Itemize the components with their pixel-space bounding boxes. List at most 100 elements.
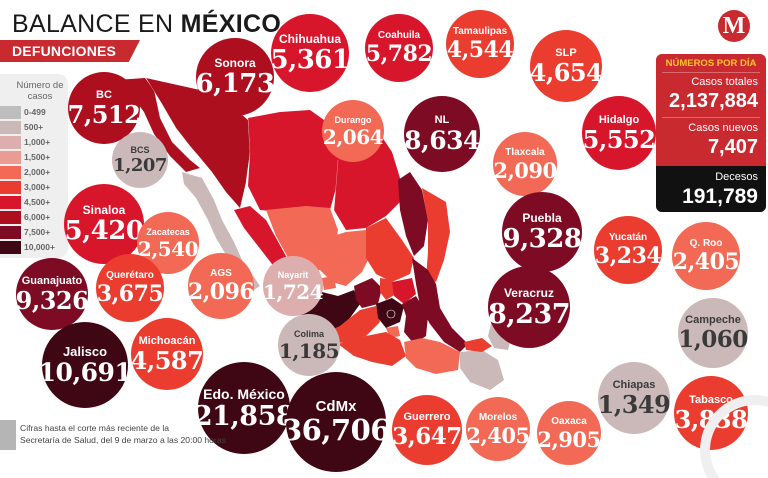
state-bubble: Tlaxcala 2,090 — [493, 132, 557, 196]
state-value: 5,552 — [582, 124, 656, 154]
legend-label: 10,000+ — [24, 242, 55, 252]
legend-label: 1,000+ — [24, 137, 51, 147]
state-value: 3,647 — [392, 423, 462, 450]
state-bubble: Sinaloa 5,420 — [64, 184, 144, 264]
state-name: Chiapas — [612, 378, 656, 391]
state-value: 3,234 — [594, 243, 662, 269]
state-bubble: Campeche 1,060 — [678, 298, 748, 368]
state-value: 2,090 — [493, 157, 557, 183]
legend-item: 500+ — [0, 121, 68, 134]
mexico-map — [116, 77, 530, 390]
state-value: 2,064 — [322, 124, 384, 149]
state-name: Morelos — [478, 411, 518, 423]
state-name: Coahuila — [377, 30, 421, 41]
state-value: 8,634 — [404, 126, 480, 155]
legend-label: 1,500+ — [24, 152, 51, 162]
state-bubble: Edo. México 21,858 — [194, 362, 295, 454]
state-name: BC — [96, 88, 112, 101]
state-value: 36,706 — [282, 413, 391, 447]
state-name: Guanajuato — [21, 274, 83, 287]
state-oaxaca — [404, 338, 460, 374]
state-value: 5,361 — [270, 45, 350, 75]
state-bubble: Q. Roo 2,405 — [672, 222, 740, 290]
legend-item: 4,500+ — [0, 196, 68, 209]
state-bubble: Yucatán 3,234 — [594, 216, 662, 284]
state-bubble: Veracruz 8,237 — [488, 266, 571, 348]
state-name: Querétaro — [106, 270, 154, 281]
state-tabasco — [464, 338, 492, 352]
state-value: 1,349 — [597, 389, 671, 419]
state-name: Colima — [293, 328, 324, 339]
state-slp — [366, 218, 414, 282]
legend-swatch — [0, 181, 21, 194]
state-bubble: Sonora 6,173 — [196, 38, 275, 116]
state-value: 10,691 — [38, 358, 132, 387]
state-name: Zacatecas — [146, 226, 190, 237]
legend-title: Número de casos — [16, 80, 64, 102]
state-bubble: AGS 2,096 — [188, 253, 255, 319]
state-name: Chihuahua — [279, 32, 341, 46]
legend-label: 2,000+ — [24, 167, 51, 177]
legend-swatch — [0, 136, 21, 149]
casos-nuevos-value: 7,407 — [707, 136, 758, 158]
state-name: SLP — [555, 46, 577, 59]
legend-label: 4,500+ — [24, 197, 51, 207]
state-value: 9,328 — [502, 224, 582, 254]
state-value: 3,675 — [96, 281, 164, 307]
state-value: 2,905 — [537, 426, 601, 452]
state-name: Hidalgo — [598, 113, 640, 126]
state-name: Durango — [334, 114, 372, 125]
state-guanajuato — [354, 278, 382, 308]
decesos-box: Decesos 191,789 — [656, 166, 766, 212]
state-name: NL — [434, 114, 450, 126]
state-bubble: Oaxaca 2,905 — [537, 401, 601, 465]
state-value: 1,724 — [262, 279, 324, 304]
legend-swatch — [0, 241, 21, 254]
legend: Número de casos 0-499 500+ 1,000+ 1,500+ 2,0… — [0, 74, 68, 258]
state-bubble: NL 8,634 — [404, 96, 480, 172]
state-name: Q. Roo — [689, 238, 723, 249]
daily-stats-panel: NÚMEROS POR DÍA Casos totales 2,137,884 … — [656, 54, 766, 212]
subtitle-band — [0, 40, 140, 62]
legend-item: 1,000+ — [0, 136, 68, 149]
state-bubble: Querétaro 3,675 — [96, 254, 164, 322]
state-name: Campeche — [685, 314, 741, 326]
watermark-icon — [700, 395, 768, 478]
legend-item: 6,000+ — [0, 211, 68, 224]
state-value: 7,512 — [67, 99, 141, 129]
state-value: 5,420 — [64, 216, 144, 246]
state-value: 2,405 — [466, 422, 530, 448]
state-bubble: Nayarit 1,724 — [262, 256, 324, 316]
legend-item: 1,500+ — [0, 151, 68, 164]
state-name: BCS — [130, 144, 150, 155]
state-bubble: Coahuila 5,782 — [365, 14, 433, 82]
state-bubble: Guerrero 3,647 — [392, 395, 462, 465]
legend-item: 7,500+ — [0, 226, 68, 239]
state-bubble: Jalisco 10,691 — [39, 322, 132, 408]
state-name: Puebla — [522, 211, 562, 225]
state-bubble: Hidalgo 5,552 — [582, 96, 656, 170]
casos-nuevos-label: Casos nuevos — [688, 122, 758, 134]
state-name: AGS — [210, 268, 232, 279]
state-value: 5,782 — [365, 41, 433, 67]
state-name: Michoacán — [138, 334, 196, 347]
state-bubble: Tamaulipas 4,544 — [446, 10, 514, 78]
state-value: 1,060 — [678, 326, 748, 353]
legend-label: 6,000+ — [24, 212, 51, 222]
state-name: CdMx — [315, 398, 357, 415]
state-tamaulipas — [422, 188, 450, 282]
state-value: 4,587 — [130, 345, 204, 375]
state-name: Yucatán — [608, 232, 648, 243]
state-name: Jalisco — [62, 344, 108, 359]
legend-item: 2,000+ — [0, 166, 68, 179]
state-bubble: Colima 1,185 — [278, 314, 340, 376]
decesos-label: Decesos — [715, 171, 758, 183]
legend-swatch — [0, 196, 21, 209]
footnote-line-1: Cifras hasta el corte más reciente de la — [20, 423, 170, 433]
state-zacatecas — [320, 230, 372, 286]
state-nl — [398, 172, 428, 256]
milenio-logo: M — [718, 10, 750, 42]
legend-label: 7,500+ — [24, 227, 51, 237]
state-name: Sinaloa — [82, 203, 126, 217]
divider — [662, 72, 760, 73]
